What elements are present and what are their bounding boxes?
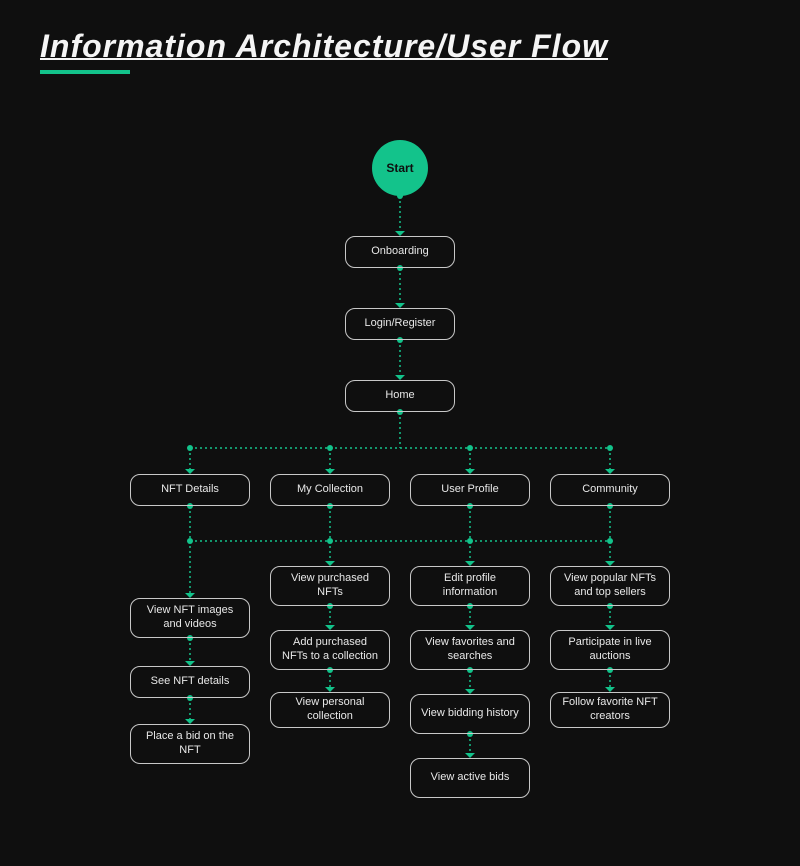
flow-node-onboard: Onboarding	[345, 236, 455, 268]
flow-node-profile: User Profile	[410, 474, 530, 506]
flow-node-col1: View purchased NFTs	[270, 566, 390, 606]
flow-node-start: Start	[372, 140, 428, 196]
flow-node-com3: Follow favorite NFT creators	[550, 692, 670, 728]
flow-node-com1: View popular NFTs and top sellers	[550, 566, 670, 606]
flow-node-prof4: View active bids	[410, 758, 530, 798]
flow-node-mycol: My Collection	[270, 474, 390, 506]
flow-node-com2: Participate in live auctions	[550, 630, 670, 670]
flow-node-prof3: View bidding history	[410, 694, 530, 734]
flow-node-nft3: Place a bid on the NFT	[130, 724, 250, 764]
flow-node-community: Community	[550, 474, 670, 506]
flow-node-nft: NFT Details	[130, 474, 250, 506]
flow-node-home: Home	[345, 380, 455, 412]
flowchart-canvas: Start Onboarding Login/Register Home NFT Det…	[0, 0, 800, 866]
flow-node-col2: Add purchased NFTs to a collection	[270, 630, 390, 670]
flow-node-login: Login/Register	[345, 308, 455, 340]
flow-node-nft2: See NFT details	[130, 666, 250, 698]
flow-node-prof2: View favorites and searches	[410, 630, 530, 670]
flow-node-nft1: View NFT images and videos	[130, 598, 250, 638]
flow-node-prof1: Edit profile information	[410, 566, 530, 606]
flow-node-col3: View personal collection	[270, 692, 390, 728]
